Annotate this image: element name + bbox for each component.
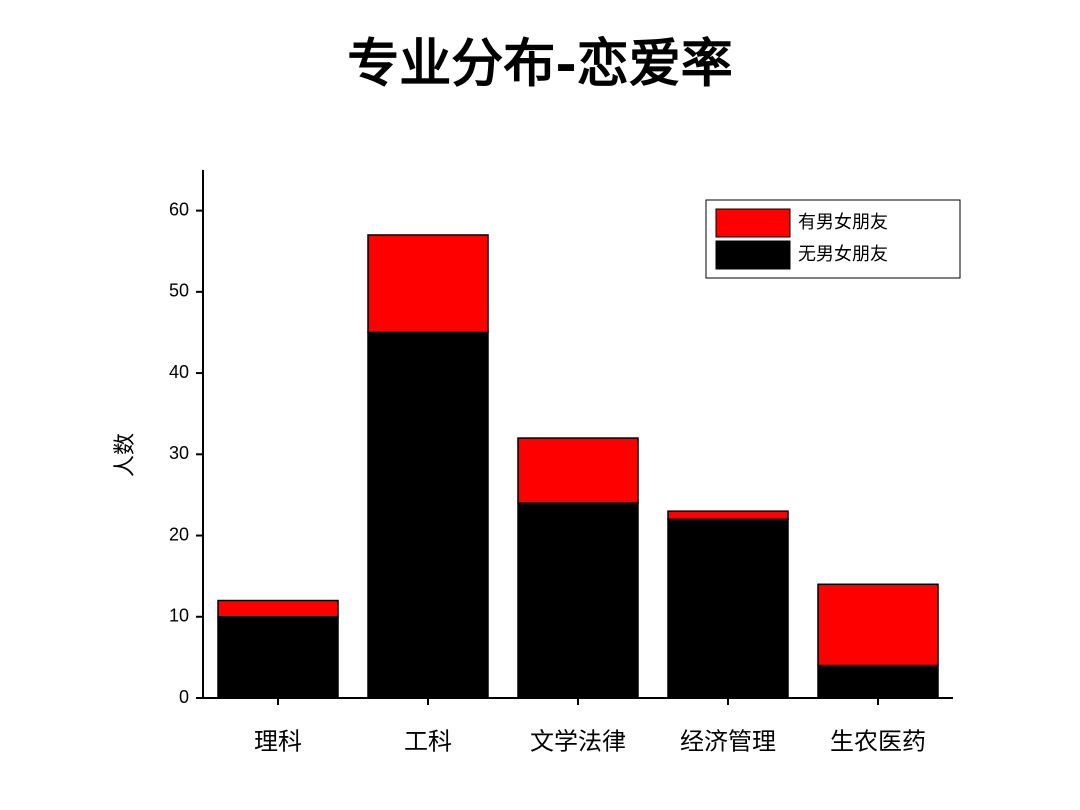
bar-segment — [217, 599, 339, 618]
bar-segment — [517, 437, 639, 504]
legend-swatch — [715, 240, 791, 270]
y-tick-label: 10 — [169, 606, 189, 626]
bar-segment — [817, 583, 939, 667]
legend-swatch — [715, 208, 791, 238]
y-tick-label: 40 — [169, 362, 189, 382]
bar-segment — [667, 510, 789, 521]
x-tick-label: 理科 — [254, 728, 302, 756]
chart-title: 专业分布-恋爱率 — [347, 34, 733, 95]
legend-label: 无男女朋友 — [798, 244, 888, 264]
bar-segment — [367, 331, 489, 699]
y-tick-label: 20 — [169, 524, 189, 544]
bar-segment — [217, 616, 339, 699]
y-tick-label: 30 — [169, 443, 189, 463]
x-tick-label: 生农医药 — [830, 728, 926, 756]
bar-segment — [367, 234, 489, 334]
bar-segment — [817, 664, 939, 699]
y-tick-label: 50 — [169, 281, 189, 301]
x-tick-label: 经济管理 — [680, 728, 776, 756]
x-tick-label: 文学法律 — [530, 728, 626, 756]
y-tick-label: 0 — [179, 687, 189, 707]
bar-segment — [517, 502, 639, 699]
x-tick-label: 工科 — [404, 728, 452, 756]
legend-label: 有男女朋友 — [798, 212, 888, 232]
bar-segment — [667, 518, 789, 699]
y-tick-label: 60 — [169, 199, 189, 219]
y-axis-label: 人数 — [113, 433, 138, 477]
